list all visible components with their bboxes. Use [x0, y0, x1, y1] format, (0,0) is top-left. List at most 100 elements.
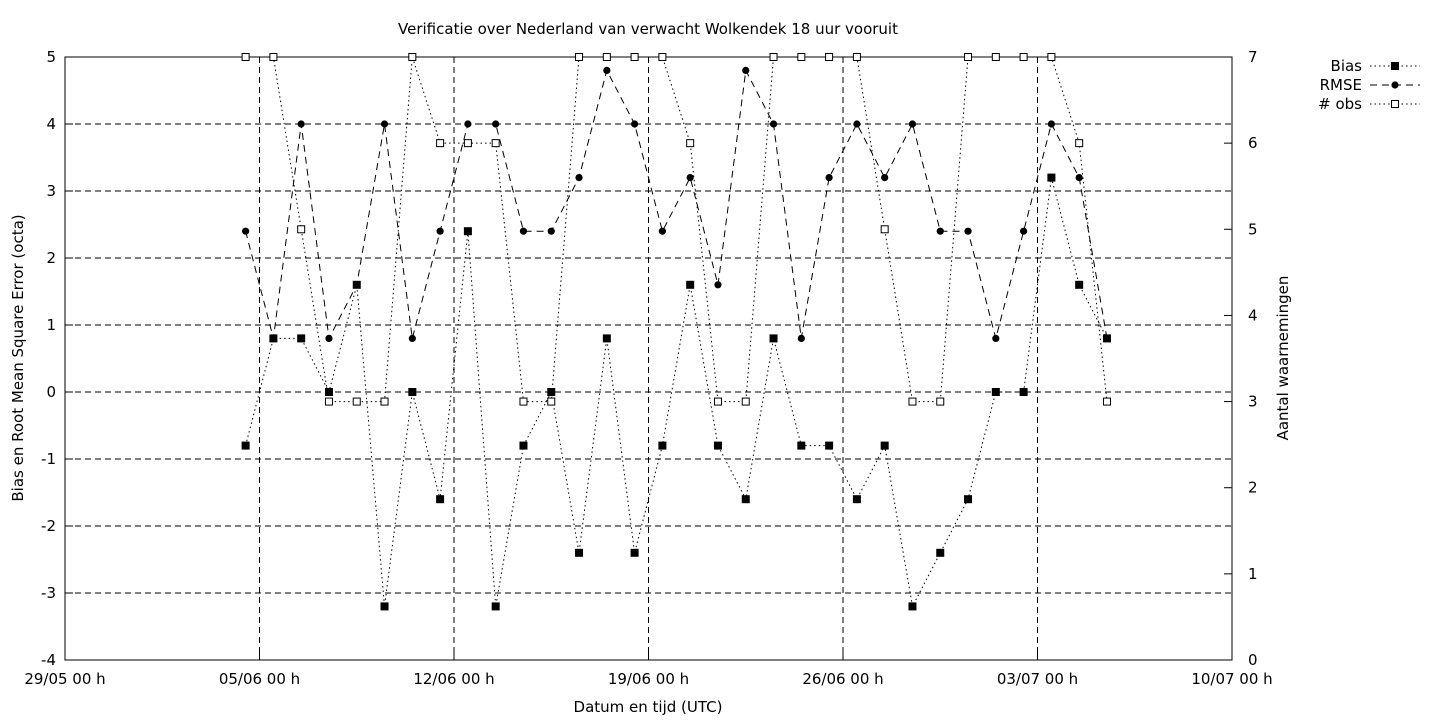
- data-point: [630, 53, 639, 61]
- data-point: [575, 53, 584, 61]
- data-point: [964, 495, 973, 504]
- data-point: [825, 174, 833, 182]
- data-point: [491, 602, 500, 611]
- data-point: [686, 280, 695, 289]
- data-point: [241, 441, 250, 450]
- data-point: [408, 53, 417, 61]
- axes: -4 -3 -2 -1 0 1 2 3 4 5 0 1 2 3 4 5 6 7 29/05 00 h 05/06 00…: [24, 48, 1272, 688]
- data-point: [575, 548, 584, 557]
- data-point: [713, 397, 722, 406]
- data-point: [658, 227, 666, 235]
- data-point: [1019, 53, 1028, 61]
- data-point: [825, 441, 834, 450]
- data-point: [1075, 174, 1083, 182]
- data-point: [241, 53, 250, 61]
- data-point: [630, 548, 639, 557]
- series-line: [245, 177, 1108, 608]
- data-point: [769, 120, 778, 128]
- data-point: [686, 174, 694, 182]
- data-point: [547, 227, 555, 235]
- data-point: [908, 120, 917, 128]
- data-point: [492, 120, 500, 128]
- y2-tick-label: 3: [1248, 393, 1258, 411]
- legend-label: # obs: [1318, 95, 1362, 113]
- data-point: [880, 441, 889, 450]
- x-tick-label: 10/07 00 h: [1191, 670, 1272, 688]
- data-point: [991, 53, 1000, 61]
- data-point: [519, 441, 528, 450]
- y2-tick-label: 1: [1248, 565, 1258, 583]
- y2-tick-label: 0: [1248, 651, 1258, 669]
- data-point: [463, 227, 472, 236]
- data-point: [741, 495, 750, 504]
- data-point: [658, 441, 667, 450]
- data-point: [297, 334, 306, 343]
- chart-title: Verificatie over Nederland van verwacht …: [398, 20, 898, 38]
- data-point: [408, 334, 416, 342]
- data-point: [602, 53, 611, 61]
- y-tick-label: 5: [46, 48, 56, 66]
- data-point: [797, 53, 806, 61]
- data-point: [436, 227, 444, 235]
- data-point: [1075, 280, 1084, 289]
- data-point: [797, 441, 806, 450]
- data-point: [936, 227, 944, 235]
- legend-marker: [1391, 100, 1399, 108]
- data-point: [380, 602, 389, 611]
- y2-tick-label: 4: [1248, 306, 1258, 324]
- y-tick-label: -4: [41, 651, 56, 669]
- data-point: [297, 120, 305, 128]
- data-point: [1047, 120, 1055, 128]
- data-point: [631, 120, 639, 128]
- data-point: [269, 334, 277, 342]
- series-2: [241, 53, 1111, 406]
- series: [241, 53, 1111, 611]
- x-tick-label: 12/06 00 h: [413, 670, 494, 688]
- data-point: [463, 139, 472, 148]
- data-point: [242, 227, 250, 235]
- data-point: [1047, 173, 1056, 182]
- x-tick-label: 19/06 00 h: [608, 670, 689, 688]
- series-1: [242, 66, 1111, 342]
- y-axis-label: Bias en Root Mean Square Error (octa): [9, 214, 27, 501]
- data-point: [519, 397, 528, 406]
- y-tick-label: 2: [46, 249, 56, 267]
- data-point: [519, 227, 528, 235]
- data-point: [1020, 227, 1028, 235]
- data-point: [964, 53, 973, 61]
- data-point: [1047, 53, 1056, 61]
- y-tick-label: -1: [41, 450, 56, 468]
- y-tick-label: 3: [46, 182, 56, 200]
- x-tick-label: 05/06 00 h: [219, 670, 300, 688]
- data-point: [491, 139, 500, 148]
- y-tick-label: 0: [46, 383, 56, 401]
- data-point: [436, 495, 445, 504]
- data-point: [269, 53, 278, 61]
- y2-axis-label: Aantal waarnemingen: [1274, 276, 1292, 441]
- data-point: [575, 174, 583, 182]
- data-point: [1102, 397, 1111, 406]
- data-point: [324, 388, 333, 396]
- data-point: [658, 53, 667, 61]
- data-point: [325, 334, 333, 342]
- data-point: [380, 397, 389, 406]
- x-tick-label: 26/06 00 h: [802, 670, 883, 688]
- data-point: [714, 281, 722, 289]
- data-point: [936, 548, 945, 557]
- legend-marker: [1391, 81, 1399, 89]
- data-point: [353, 281, 361, 289]
- y-tick-label: 4: [46, 115, 56, 133]
- x-tick-label: 03/07 00 h: [997, 670, 1078, 688]
- data-point: [464, 120, 472, 128]
- series-line: [245, 68, 1108, 341]
- data-point: [547, 397, 556, 406]
- y-tick-label: 1: [46, 316, 56, 334]
- data-point: [713, 441, 722, 450]
- data-point: [297, 225, 306, 234]
- x-axis-label: Datum en tijd (UTC): [574, 698, 723, 716]
- data-point: [825, 53, 834, 61]
- y2-tick-label: 5: [1248, 220, 1258, 238]
- data-point: [797, 334, 805, 342]
